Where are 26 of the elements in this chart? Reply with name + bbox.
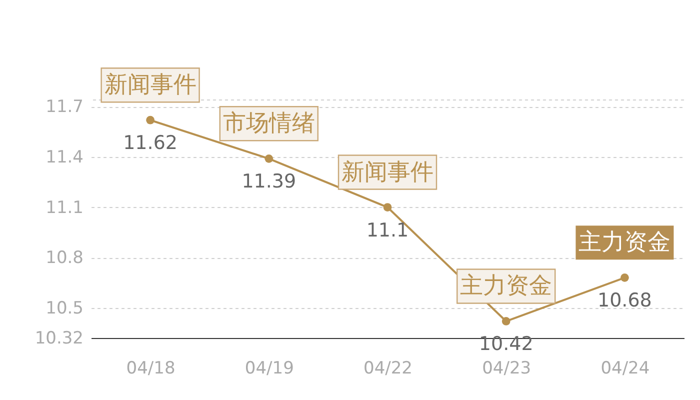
x-tick-label: 04/18 [126,358,176,378]
y-tick-label: 10.32 [34,328,84,348]
point [146,116,154,124]
y-tick-label: 10.8 [46,248,84,268]
y-tick-label: 11.1 [46,198,84,218]
y-tick-label: 11.7 [46,97,84,118]
annotation: 主力资金 [578,230,671,256]
point [383,203,392,212]
x-tick-label: 04/24 [600,358,650,378]
data-label: 10.42 [478,333,534,356]
point [502,317,510,326]
data-label: 10.68 [597,290,652,312]
point [620,273,629,282]
y-tick-label: 11.4 [46,147,84,168]
data-label: 11.1 [366,219,409,242]
y-tick-label: 10.5 [46,298,84,318]
point [264,154,274,163]
data-label: 11.39 [242,170,296,193]
x-tick-label: 04/19 [244,358,294,378]
x-tick-label: 04/23 [482,358,532,378]
x-tick-label: 04/22 [364,358,412,378]
annotation: 新闻事件 [104,72,196,98]
annotation: 市场情绪 [222,110,315,137]
annotation: 新闻事件 [342,159,434,186]
annotation: 主力资金 [460,273,552,300]
data-label: 11.62 [123,132,178,154]
